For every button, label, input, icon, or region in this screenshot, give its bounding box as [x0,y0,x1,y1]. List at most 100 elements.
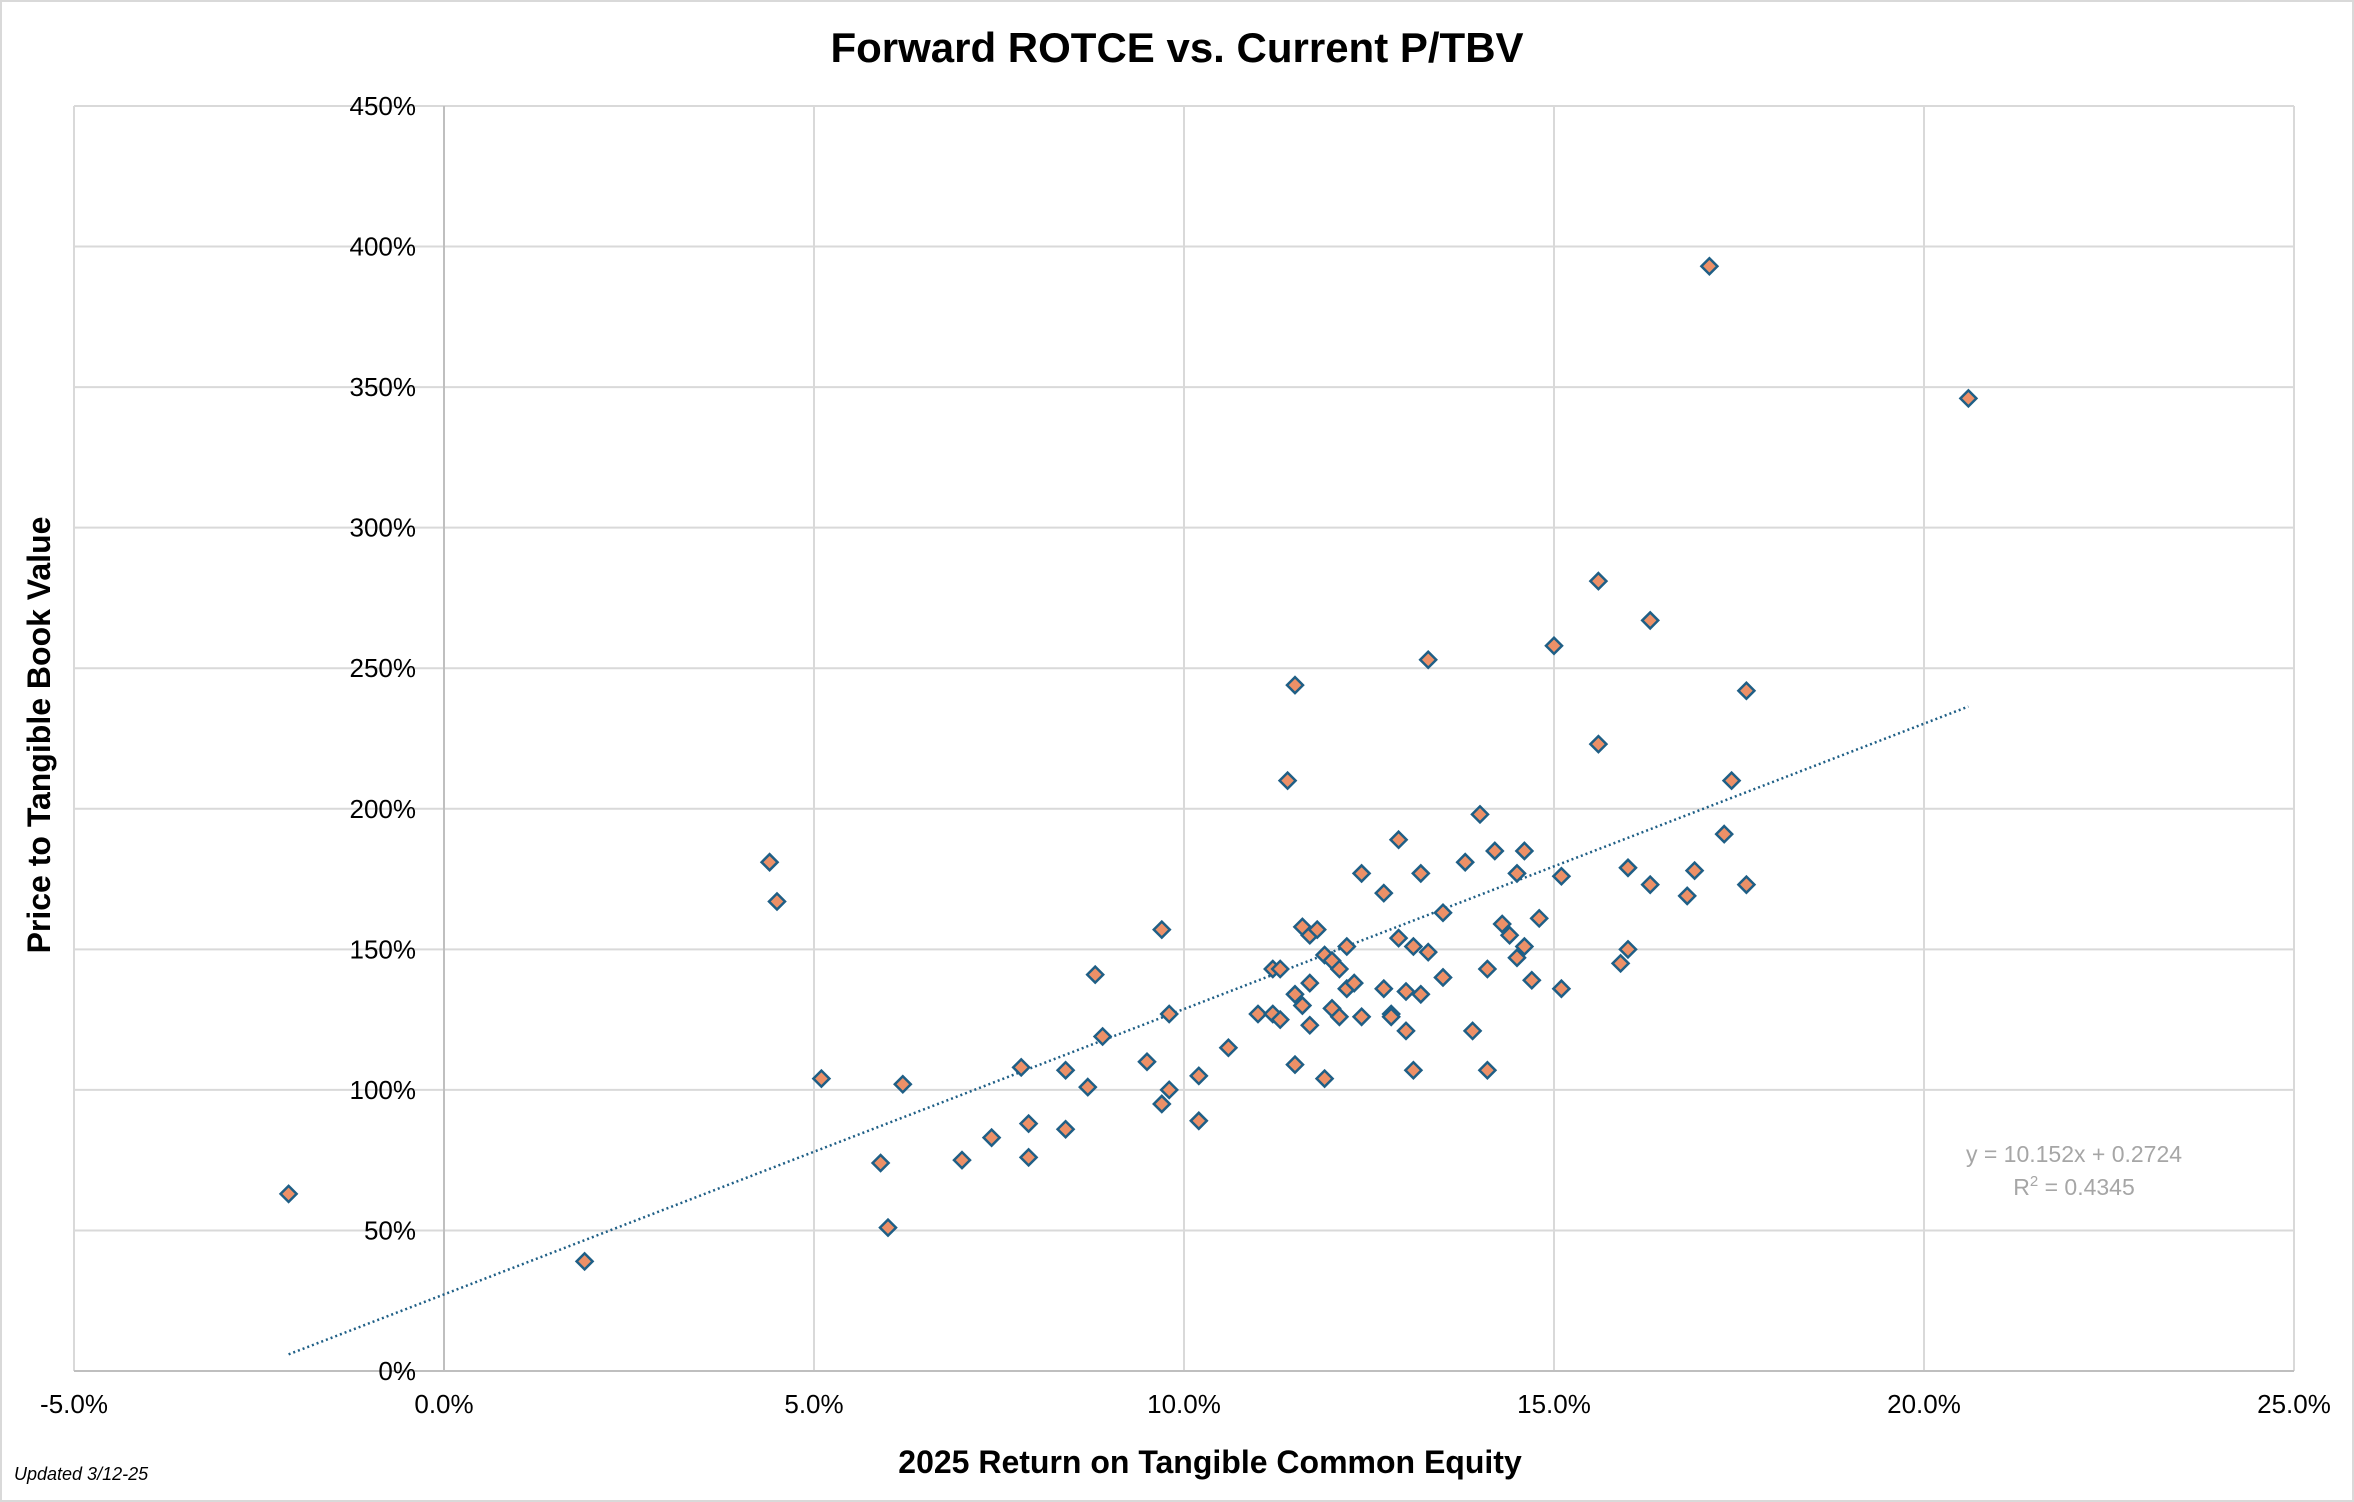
trendline [288,705,1969,1356]
data-point [1285,984,1305,1005]
data-point [1529,908,1549,929]
x-axis-tick-labels: -5.0% 0.0% 5.0% 10.0% 15.0% 20.0% 25.0% [40,1389,2331,1419]
data-point [893,1074,913,1095]
data-point [1477,959,1498,979]
data-point [1588,734,1609,754]
data-point [1300,973,1320,993]
data-point [1337,936,1357,957]
plot-axes [74,106,2294,1372]
data-point [1403,936,1424,957]
data-point [1736,680,1757,701]
y-tick-label: 50% [364,1215,416,1245]
data-point [1292,995,1313,1016]
data-point [1388,928,1409,948]
data-point [1522,970,1542,991]
data-point [278,1184,299,1204]
data-point [1329,1007,1350,1027]
y-axis-title: Price to Tangible Book Value [21,517,57,954]
data-point [1189,1066,1209,1086]
data-point [1684,860,1705,881]
y-tick-label: 300% [350,513,417,543]
data-point [1018,1113,1039,1134]
data-point [1588,571,1609,591]
data-point [759,852,780,872]
data-point [1462,1021,1483,1041]
data-point [1344,973,1364,993]
data-point [1285,1054,1305,1075]
y-tick-label: 100% [350,1075,417,1105]
y-axis-tick-labels: 0% 50% 100% 150% 200% 250% 300% 350% 400% 450% [350,91,417,1386]
data-point [1640,610,1660,631]
data-point [574,1251,595,1272]
data-point [1433,903,1453,923]
data-point [1018,1147,1039,1168]
data-points [278,256,1979,1272]
x-tick-label: 10.0% [1147,1389,1221,1419]
data-point [1277,770,1298,791]
y-tick-label: 400% [350,232,417,262]
data-point [1640,874,1660,895]
x-tick-label: 25.0% [2257,1389,2331,1419]
data-point [1055,1060,1076,1080]
data-point [1374,883,1394,903]
y-tick-label: 200% [350,794,417,824]
data-point [1092,1026,1113,1047]
data-point [1721,770,1742,791]
data-point [1396,981,1416,1002]
data-point [1285,675,1305,695]
data-point [1159,1080,1179,1100]
data-point [1418,650,1438,670]
data-point [1411,863,1431,884]
data-point [1418,942,1438,962]
data-point [1218,1037,1239,1058]
data-point [1514,841,1535,861]
data-point [1514,936,1535,957]
data-point [1055,1119,1076,1140]
data-point [1507,947,1527,968]
data-point [952,1150,972,1170]
data-point [1736,874,1757,895]
data-point [1551,866,1572,887]
data-point [1470,804,1490,825]
data-point [1618,858,1638,878]
data-point [1137,1052,1157,1072]
data-point [1544,635,1564,656]
data-point [1610,953,1631,974]
r2-suffix: = 0.4345 [2038,1174,2135,1200]
trendline-equation: y = 10.152x + 0.2724 [1966,1141,2182,1167]
data-point [878,1217,898,1238]
data-point [1714,824,1734,844]
data-point [1677,886,1697,906]
y-tick-label: 350% [350,372,417,402]
data-point [1411,984,1431,1005]
data-point [1300,1015,1320,1036]
data-point [1507,863,1527,884]
data-point [1307,919,1327,940]
y-tick-label: 150% [350,934,417,964]
data-point [1078,1077,1098,1097]
data-point [1403,1060,1424,1080]
x-tick-label: -5.0% [40,1389,108,1419]
chart-title: Forward ROTCE vs. Current P/TBV [830,24,1523,71]
data-point [981,1127,1002,1148]
data-point [1492,914,1512,934]
x-axis-title: 2025 Return on Tangible Common Equity [898,1444,1522,1480]
y-tick-label: 250% [350,653,417,683]
data-point [767,891,787,912]
x-tick-label: 0.0% [414,1389,473,1419]
data-point [1011,1057,1031,1078]
data-point [1152,919,1172,940]
data-point [1189,1111,1209,1131]
data-point [1085,964,1105,985]
data-point [1551,978,1572,999]
data-point [1248,1004,1268,1024]
data-point [1388,829,1409,850]
data-point [1699,256,1720,277]
data-point [1314,1068,1335,1089]
y-tick-label: 450% [350,91,417,121]
data-point [1485,841,1505,861]
data-point [1270,1009,1290,1030]
updated-footnote: Updated 3/12-25 [14,1464,149,1484]
x-tick-label: 15.0% [1517,1389,1591,1419]
